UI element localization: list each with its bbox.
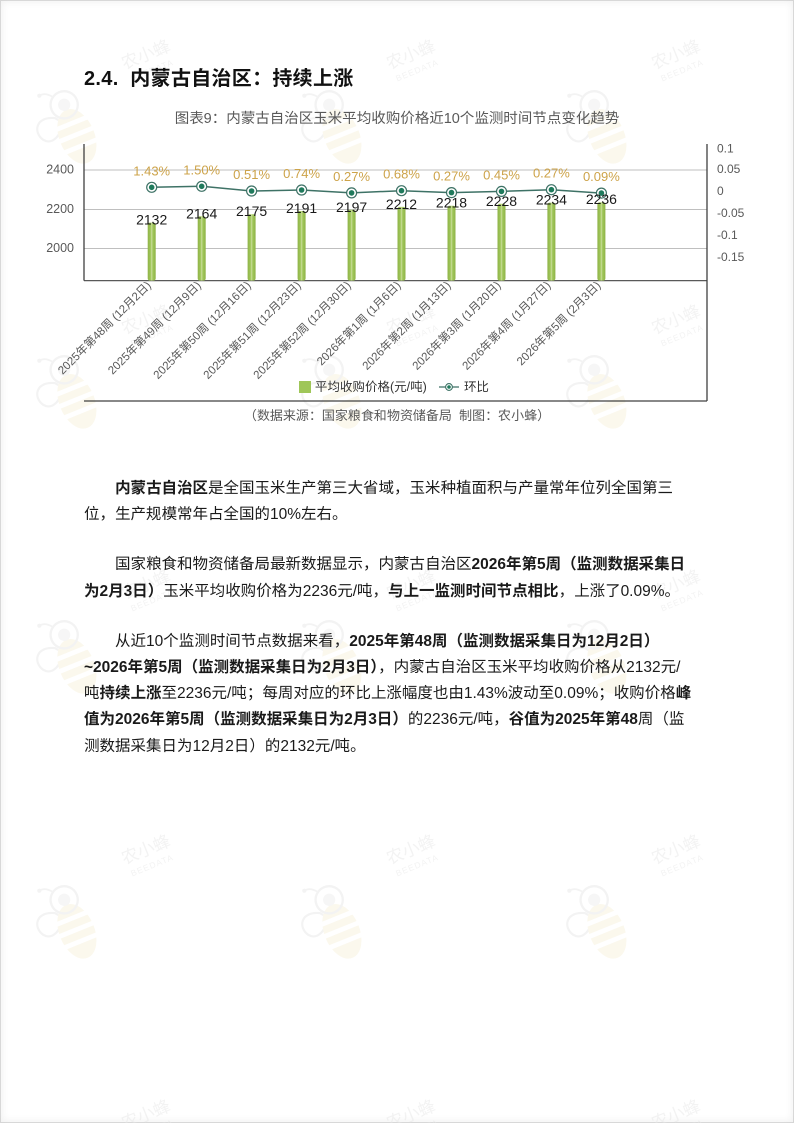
svg-text:0.27%: 0.27% xyxy=(433,169,470,184)
svg-text:2175: 2175 xyxy=(236,203,267,219)
svg-text:2025年第52周 (12月30日): 2025年第52周 (12月30日) xyxy=(251,279,354,382)
svg-text:2197: 2197 xyxy=(336,199,367,215)
svg-text:2026年第3周 (1月20日): 2026年第3周 (1月20日) xyxy=(410,279,504,373)
svg-text:2025年第48周 (12月2日): 2025年第48周 (12月2日) xyxy=(56,279,154,377)
svg-text:环比: 环比 xyxy=(464,380,489,394)
svg-text:0.68%: 0.68% xyxy=(383,167,420,182)
svg-text:2228: 2228 xyxy=(486,193,517,209)
svg-text:平均收购价格(元/吨): 平均收购价格(元/吨) xyxy=(315,379,427,394)
svg-text:-0.15: -0.15 xyxy=(717,250,745,264)
svg-text:0.27%: 0.27% xyxy=(533,166,570,181)
svg-text:0.09%: 0.09% xyxy=(583,169,620,184)
svg-text:0: 0 xyxy=(717,184,724,198)
svg-text:2025年第50周 (12月16日): 2025年第50周 (12月16日) xyxy=(151,279,254,382)
svg-text:0.51%: 0.51% xyxy=(233,167,270,182)
svg-text:2212: 2212 xyxy=(386,196,417,212)
svg-text:2000: 2000 xyxy=(46,241,74,255)
svg-text:0.74%: 0.74% xyxy=(283,166,320,181)
svg-text:2200: 2200 xyxy=(46,202,74,216)
svg-text:1.50%: 1.50% xyxy=(183,162,220,177)
svg-text:2236: 2236 xyxy=(586,191,617,207)
svg-text:1.43%: 1.43% xyxy=(133,163,170,178)
svg-text:-0.05: -0.05 xyxy=(717,206,745,220)
svg-text:2025年第51周 (12月23日): 2025年第51周 (12月23日) xyxy=(201,279,304,382)
svg-text:0.45%: 0.45% xyxy=(483,167,520,182)
svg-text:2026年第5周 (2月3日): 2026年第5周 (2月3日) xyxy=(514,279,603,368)
svg-text:0.27%: 0.27% xyxy=(333,169,370,184)
svg-text:2026年第2周 (1月13日): 2026年第2周 (1月13日) xyxy=(360,279,454,373)
svg-text:2026年第4周 (1月27日): 2026年第4周 (1月27日) xyxy=(460,279,554,373)
svg-text:0.05: 0.05 xyxy=(717,162,741,176)
svg-text:2025年第49周 (12月9日): 2025年第49周 (12月9日) xyxy=(106,279,204,377)
svg-text:2400: 2400 xyxy=(46,163,74,177)
svg-text:2191: 2191 xyxy=(286,200,317,216)
svg-text:0.1: 0.1 xyxy=(717,142,734,156)
svg-text:-0.1: -0.1 xyxy=(717,228,738,242)
svg-text:2164: 2164 xyxy=(186,205,217,221)
svg-text:2218: 2218 xyxy=(436,195,467,211)
svg-text:2234: 2234 xyxy=(536,192,567,208)
svg-text:2026年第1周 (1月6日): 2026年第1周 (1月6日) xyxy=(314,279,403,368)
svg-text:2132: 2132 xyxy=(136,212,167,228)
